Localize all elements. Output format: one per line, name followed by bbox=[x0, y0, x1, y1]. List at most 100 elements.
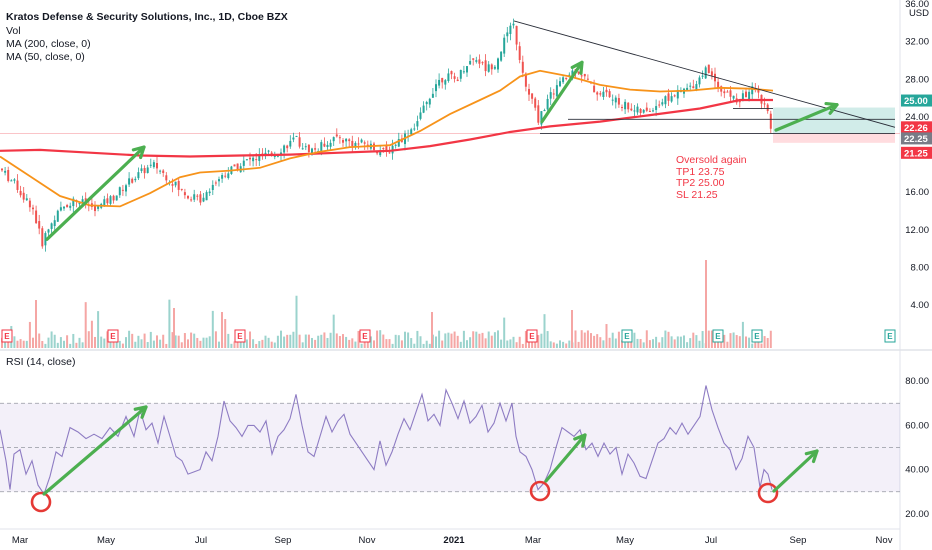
candle-body bbox=[428, 98, 431, 105]
volume-bar bbox=[78, 337, 81, 348]
volume-bar bbox=[586, 330, 589, 348]
candle-body bbox=[66, 204, 69, 208]
volume-bar bbox=[301, 342, 304, 348]
trade-annotation: Oversold again TP1 23.75 TP2 25.00 SL 21… bbox=[676, 154, 747, 201]
volume-bar bbox=[658, 342, 661, 348]
volume-bar bbox=[614, 338, 617, 348]
arrow-head bbox=[570, 60, 584, 75]
volume-bar bbox=[524, 331, 527, 348]
candle-body bbox=[652, 110, 654, 112]
time-tick-label: May bbox=[616, 535, 634, 546]
candle-body bbox=[174, 181, 177, 186]
candle-body bbox=[456, 79, 459, 82]
volume-bar bbox=[540, 333, 543, 348]
rsi-tick-label: 80.00 bbox=[905, 376, 929, 387]
time-tick-label: Sep bbox=[275, 535, 292, 546]
candle-body bbox=[487, 64, 490, 72]
candle-body bbox=[435, 84, 437, 92]
volume-bar bbox=[366, 337, 369, 348]
candle-body bbox=[599, 93, 602, 95]
volume-bar bbox=[214, 331, 217, 348]
volume-bar bbox=[180, 342, 183, 348]
annotation-line: Oversold again bbox=[676, 154, 747, 166]
volume-bar bbox=[97, 311, 100, 348]
candle-body bbox=[738, 100, 741, 103]
resistance-trendline bbox=[513, 20, 896, 128]
volume-bar bbox=[323, 332, 326, 348]
price-tag-bg bbox=[901, 146, 932, 159]
candle-body bbox=[534, 98, 537, 108]
candle-body bbox=[614, 97, 617, 103]
volume-bar bbox=[590, 333, 592, 348]
candle-body bbox=[190, 199, 193, 201]
volume-bar bbox=[354, 341, 357, 348]
candle-body bbox=[258, 154, 261, 161]
candle-body bbox=[56, 210, 59, 222]
candle-body bbox=[751, 86, 754, 95]
earnings-icon: E bbox=[751, 329, 763, 343]
volume-bar bbox=[506, 340, 509, 348]
volume-bar bbox=[729, 333, 732, 348]
candle-body bbox=[689, 85, 692, 87]
candle-body bbox=[481, 62, 484, 64]
volume-bar bbox=[295, 295, 298, 348]
volume-spike bbox=[221, 312, 223, 348]
candle-body bbox=[676, 89, 679, 99]
volume-spike bbox=[431, 312, 433, 348]
candle-body bbox=[32, 207, 34, 210]
earnings-icon: E bbox=[107, 329, 119, 343]
earnings-icon-label: E bbox=[715, 332, 721, 341]
volume-bar bbox=[190, 332, 193, 348]
volume-bar bbox=[140, 339, 143, 348]
volume-bar bbox=[425, 340, 428, 348]
price-unit-label: USD bbox=[909, 8, 929, 19]
candle-body bbox=[410, 129, 413, 135]
candle-body bbox=[351, 140, 354, 147]
volume-bar bbox=[249, 331, 251, 348]
candle-body bbox=[382, 148, 385, 150]
candle-body bbox=[673, 95, 676, 97]
earnings-icon: E bbox=[234, 329, 246, 343]
volume-bar bbox=[487, 331, 490, 348]
volume-bar bbox=[338, 336, 341, 348]
candle-body bbox=[202, 197, 205, 202]
candle-body bbox=[348, 139, 351, 142]
earnings-icon-box bbox=[526, 329, 538, 343]
volume-bar bbox=[199, 340, 202, 348]
price-tick-label: 24.00 bbox=[905, 112, 929, 123]
volume-bar bbox=[4, 340, 7, 348]
price-tick-label: 36.00 bbox=[905, 0, 929, 10]
candle-body bbox=[242, 160, 245, 166]
candle-body bbox=[283, 145, 286, 153]
candle-body bbox=[255, 159, 258, 161]
volume-bar bbox=[267, 337, 270, 348]
volume-bar bbox=[738, 336, 741, 348]
candle-body bbox=[441, 77, 444, 83]
rsi-pane bbox=[0, 385, 900, 513]
earnings-icon-box bbox=[712, 329, 724, 343]
candle-body bbox=[360, 139, 363, 143]
candle-body bbox=[453, 76, 456, 79]
arrow-head bbox=[131, 145, 146, 160]
earnings-icon-label: E bbox=[4, 332, 10, 341]
volume-bar bbox=[617, 331, 620, 348]
arrow-shaft bbox=[45, 145, 146, 241]
candle-body bbox=[156, 163, 158, 169]
candle-body bbox=[537, 105, 540, 123]
candle-body bbox=[323, 143, 326, 147]
volume-bar bbox=[661, 337, 664, 348]
rsi-up-arrow bbox=[544, 433, 587, 483]
earnings-icon-label: E bbox=[754, 332, 760, 341]
candle-body bbox=[295, 135, 298, 137]
volume-bar bbox=[38, 333, 41, 348]
candle-body bbox=[648, 110, 651, 112]
volume-bar bbox=[128, 330, 131, 348]
price-tick-label: 4.00 bbox=[911, 300, 930, 311]
price-tag-bg bbox=[901, 121, 932, 134]
candle-body bbox=[41, 228, 44, 247]
candle-body bbox=[720, 86, 723, 92]
volume-spike bbox=[173, 308, 175, 348]
axes: 4.00 8.00 12.00 16.00 20.00 24.00 28.00 32.00 36… bbox=[12, 0, 932, 546]
earnings-icon-label: E bbox=[237, 332, 243, 341]
